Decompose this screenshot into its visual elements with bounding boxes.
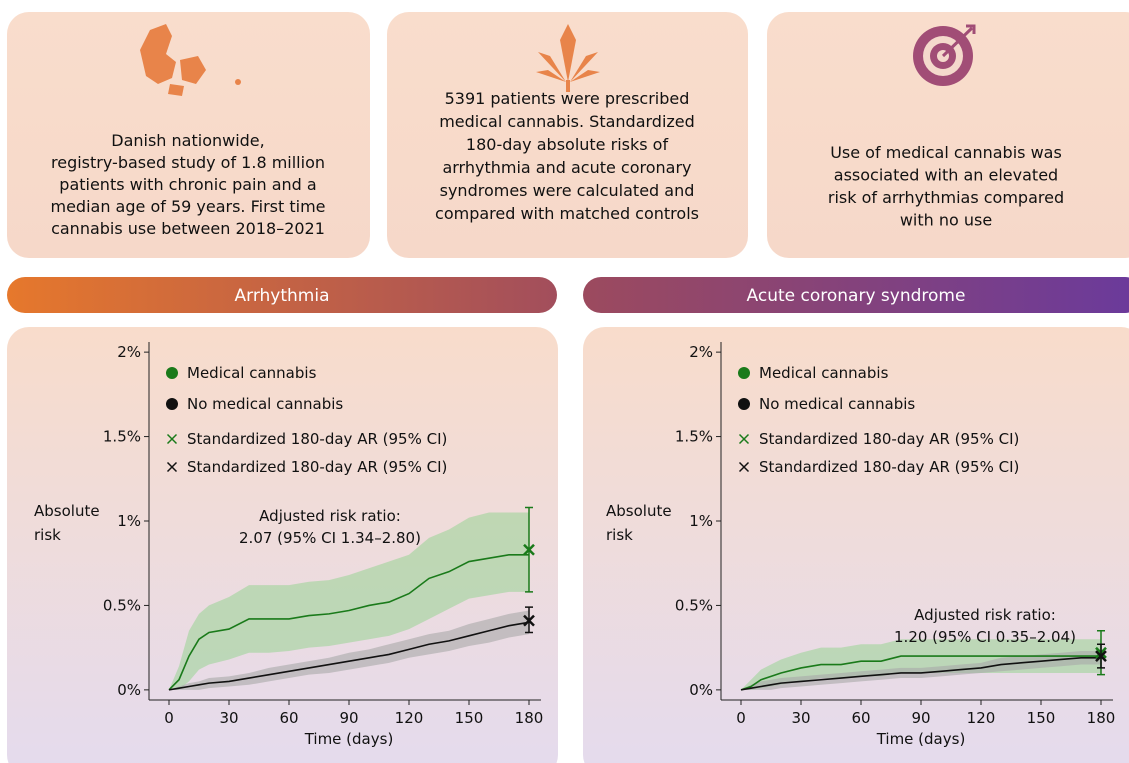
y-tick-label: 0.5% xyxy=(103,596,141,614)
panel-text: arrhythmia and acute coronary xyxy=(442,158,691,177)
legend-marker xyxy=(166,398,178,410)
x-tick-label: 120 xyxy=(395,709,424,727)
y-axis-label: risk xyxy=(606,526,633,544)
panel-text: syndromes were calculated and xyxy=(440,181,695,200)
legend-marker xyxy=(738,367,750,379)
x-tick-label: 180 xyxy=(1087,709,1116,727)
x-tick-label: 180 xyxy=(515,709,544,727)
section-title: Acute coronary syndrome xyxy=(747,286,966,306)
risk-line xyxy=(740,656,1101,691)
y-tick-label: 0.5% xyxy=(675,596,713,614)
y-tick-label: 2% xyxy=(117,343,141,361)
y-tick-label: 2% xyxy=(689,343,713,361)
panel-text: Use of medical cannabis was xyxy=(830,143,1062,162)
panel-text: 5391 patients were prescribed xyxy=(445,89,690,108)
panel-text: associated with an elevated xyxy=(834,166,1058,185)
x-tick-label: 90 xyxy=(911,709,930,727)
y-tick-label: 0% xyxy=(117,681,141,699)
legend-marker xyxy=(166,367,178,379)
section-title: Arrhythmia xyxy=(235,286,330,306)
x-tick-label: 60 xyxy=(279,709,298,727)
annotation: 1.20 (95% CI 0.35–2.04) xyxy=(894,628,1076,646)
section-header xyxy=(583,277,1129,313)
annotation: 2.07 (95% CI 1.34–2.80) xyxy=(239,529,421,547)
legend-label: Standardized 180-day AR (95% CI) xyxy=(759,458,1019,476)
panel-text: compared with matched controls xyxy=(435,204,699,223)
chart-panel xyxy=(583,327,1129,763)
legend-label: Standardized 180-day AR (95% CI) xyxy=(187,458,447,476)
legend-label: Standardized 180-day AR (95% CI) xyxy=(759,430,1019,448)
info-panel xyxy=(767,12,1129,258)
annotation: Adjusted risk ratio: xyxy=(259,507,401,525)
x-tick-label: 120 xyxy=(967,709,996,727)
panel-text: medical cannabis. Standardized xyxy=(439,112,695,131)
legend-label: No medical cannabis xyxy=(187,395,343,413)
section-header xyxy=(7,277,557,313)
ci-band xyxy=(169,610,529,690)
panel-text: median age of 59 years. First time xyxy=(50,197,325,216)
x-tick-label: 0 xyxy=(164,709,174,727)
risk-line xyxy=(168,621,530,691)
panel-text: registry-based study of 1.8 million xyxy=(51,153,325,172)
x-tick-label: 150 xyxy=(1027,709,1056,727)
x-tick-label: 150 xyxy=(455,709,484,727)
risk-line xyxy=(740,655,1101,691)
panel-text: cannabis use between 2018–2021 xyxy=(51,219,325,238)
x-tick-label: 60 xyxy=(851,709,870,727)
panel-text: risk of arrhythmias compared xyxy=(828,188,1064,207)
denmark-icon xyxy=(140,24,241,96)
x-tick-label: 90 xyxy=(339,709,358,727)
risk-line xyxy=(168,553,529,691)
legend-marker xyxy=(166,433,178,445)
panel-text: 180-day absolute risks of xyxy=(466,135,669,154)
estimate-marker xyxy=(523,543,535,556)
cannabis-icon xyxy=(536,24,600,92)
estimate-marker xyxy=(1095,650,1107,662)
x-axis-label: Time (days) xyxy=(876,730,966,748)
legend-label: No medical cannabis xyxy=(759,395,915,413)
y-tick-label: 1.5% xyxy=(675,428,713,446)
y-tick-label: 1% xyxy=(117,512,141,530)
x-tick-label: 30 xyxy=(791,709,810,727)
x-axis-label: Time (days) xyxy=(304,730,394,748)
panel-text: with no use xyxy=(900,211,992,230)
x-tick-label: 30 xyxy=(219,709,238,727)
legend-marker xyxy=(738,433,750,445)
y-axis-label: Absolute xyxy=(606,502,672,520)
legend-label: Medical cannabis xyxy=(187,364,317,382)
info-panel xyxy=(387,12,748,258)
legend-label: Standardized 180-day AR (95% CI) xyxy=(187,430,447,448)
y-tick-label: 0% xyxy=(689,681,713,699)
panel-text: patients with chronic pain and a xyxy=(59,175,316,194)
ci-band xyxy=(169,512,529,690)
y-axis-label: risk xyxy=(34,526,61,544)
annotation: Adjusted risk ratio: xyxy=(914,606,1056,624)
legend-marker xyxy=(166,461,178,473)
y-tick-label: 1% xyxy=(689,512,713,530)
target-icon xyxy=(913,24,976,86)
panel-text: Danish nationwide, xyxy=(111,131,264,150)
y-tick-label: 1.5% xyxy=(103,428,141,446)
legend-marker xyxy=(738,398,750,410)
ci-band xyxy=(741,651,1101,690)
legend-marker xyxy=(738,461,750,473)
estimate-marker xyxy=(523,614,535,627)
info-panel xyxy=(7,12,370,258)
legend-label: Medical cannabis xyxy=(759,364,889,382)
y-axis-label: Absolute xyxy=(34,502,100,520)
x-tick-label: 0 xyxy=(736,709,746,727)
